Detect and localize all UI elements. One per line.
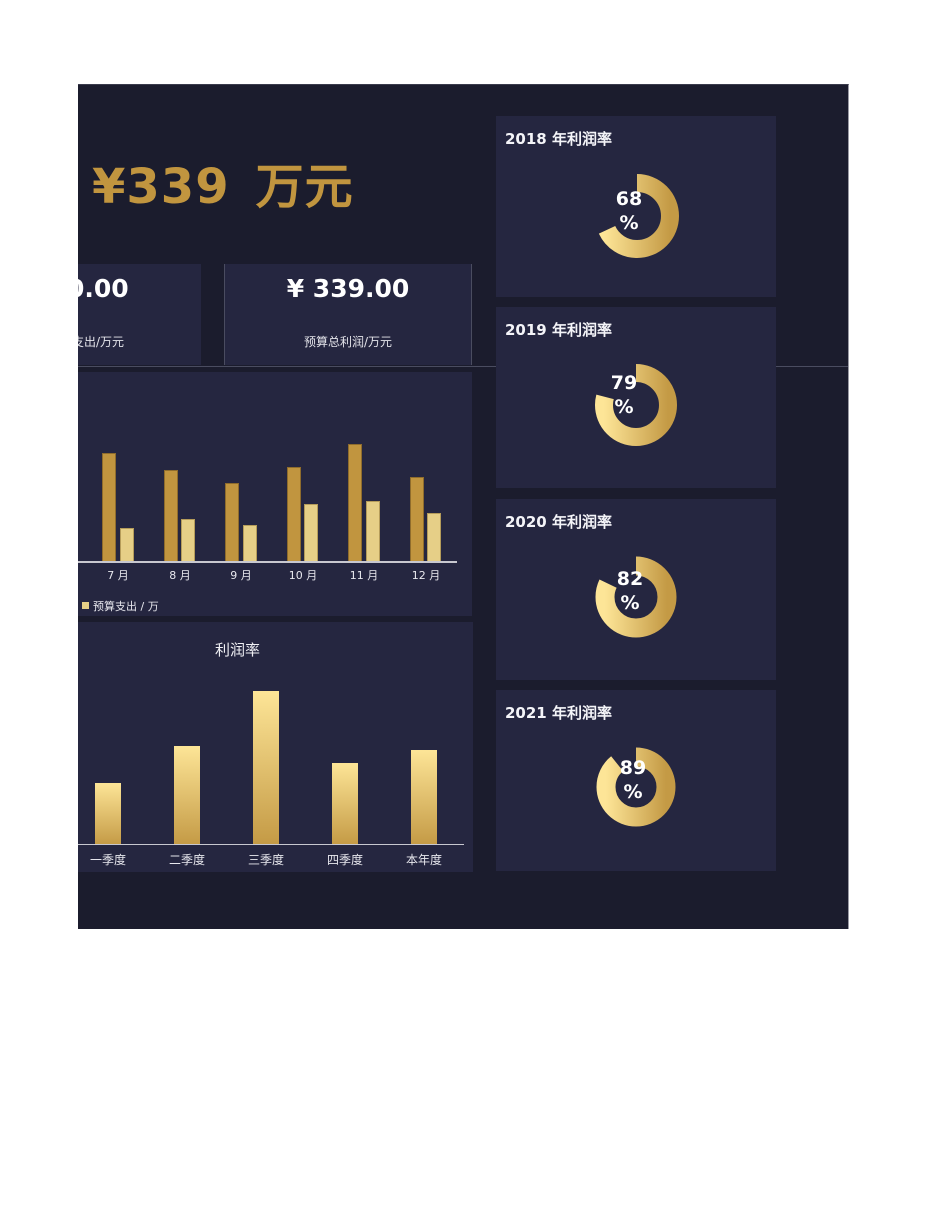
x-tick: 10 月 — [288, 569, 318, 582]
donut-chart-2020 — [595, 556, 677, 638]
bar-9-light — [243, 525, 257, 562]
chart-title: 利润率 — [215, 641, 261, 659]
bar-12-light — [427, 513, 441, 562]
bar-9-dark — [225, 483, 239, 562]
bar-q3 — [253, 691, 279, 845]
donut-title: 2020 年利润率 — [505, 513, 612, 531]
donut-value: 82 — [616, 568, 644, 590]
bar-q1 — [95, 783, 121, 845]
kpi-value: ¥ 339.00 — [286, 274, 410, 303]
bar-q2 — [174, 746, 200, 845]
donut-card-2019: 2019 年利润率 79 % — [496, 307, 776, 488]
bar-10-dark — [287, 467, 301, 562]
x-tick: 四季度 — [326, 853, 363, 867]
x-axis — [78, 844, 464, 845]
headline-amount: ¥339 — [92, 159, 230, 215]
x-axis — [78, 561, 457, 563]
donut-title: 2018 年利润率 — [505, 130, 612, 148]
x-tick: 二季度 — [168, 853, 205, 867]
bar-8-light — [181, 519, 195, 562]
kpi-label: 支出/万元 — [78, 335, 125, 349]
x-tick: 8 月 — [169, 569, 191, 582]
x-tick: 一季度 — [89, 853, 126, 867]
bar-7-dark — [102, 453, 116, 562]
bar-year — [411, 750, 437, 845]
x-tick: 9 月 — [230, 569, 252, 582]
donut-pct-sign: % — [620, 592, 640, 614]
donut-value: 89 — [619, 757, 647, 779]
donut-pct-sign: % — [619, 212, 639, 234]
donut-card-2021: 2021 年利润率 89 % — [496, 690, 776, 871]
donut-card-2020: 2020 年利润率 82 % — [496, 499, 776, 680]
x-tick: 本年度 — [405, 853, 442, 867]
kpi-value: 0.00 — [78, 274, 129, 303]
legend-label: 预算支出 / 万 — [93, 600, 159, 613]
donut-title: 2021 年利润率 — [505, 704, 612, 722]
donut-card-2018: 2018 年利润率 68 % — [496, 116, 776, 297]
legend-swatch — [82, 602, 89, 609]
bar-7-light — [120, 528, 134, 562]
x-tick: 11 月 — [349, 569, 379, 582]
donut-chart-2021 — [596, 747, 676, 827]
kpi-card-profit: ¥ 339.00 预算总利润/万元 — [224, 264, 472, 365]
bar-12-dark — [410, 477, 424, 562]
x-tick: 三季度 — [247, 853, 284, 867]
bar-q4 — [332, 763, 358, 845]
bar-10-light — [304, 504, 318, 562]
kpi-card-expense: 0.00 支出/万元 — [78, 264, 201, 365]
total-profit-headline: ¥339 万元 — [92, 147, 354, 217]
quarter-profit-chart: 利润率 一季度 二季度 三季度 四季度 本年度 — [78, 622, 473, 872]
headline-unit: 万元 — [255, 159, 354, 215]
monthly-bar-chart: 7 月 8 月 9 月 10 月 11 月 12 月 预算支出 / 万 — [78, 372, 472, 616]
donut-value: 68 — [615, 188, 643, 210]
chart-legend: 预算支出 / 万 — [82, 598, 159, 614]
donut-pct-sign: % — [623, 781, 643, 803]
donut-value: 79 — [610, 372, 638, 394]
bar-8-dark — [164, 470, 178, 562]
kpi-label: 预算总利润/万元 — [303, 335, 393, 349]
x-tick: 7 月 — [107, 569, 129, 582]
donut-title: 2019 年利润率 — [505, 321, 612, 339]
dashboard-panel: ¥339 万元 0.00 支出/万元 ¥ 339.00 预算总利润/万元 7 月 … — [78, 84, 849, 929]
bar-11-dark — [348, 444, 362, 562]
bar-11-light — [366, 501, 380, 562]
donut-chart-2018 — [595, 174, 679, 258]
donut-chart-2019 — [595, 364, 677, 446]
section-divider — [78, 366, 848, 367]
x-tick: 12 月 — [411, 569, 441, 582]
donut-pct-sign: % — [614, 396, 634, 418]
